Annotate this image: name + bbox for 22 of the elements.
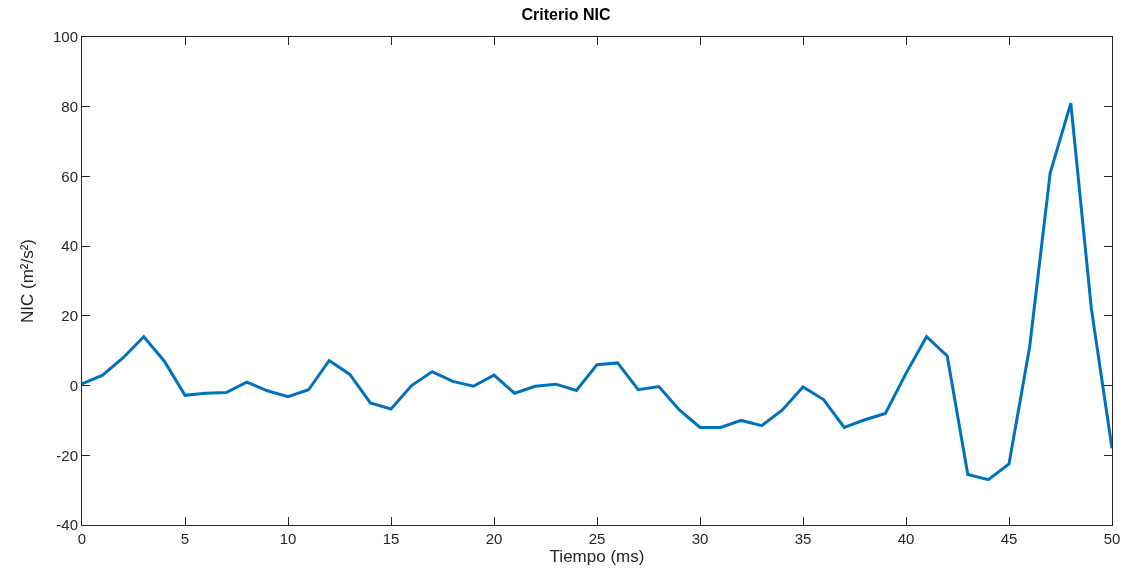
- y-tick-label: 40: [61, 237, 78, 255]
- x-tick-label: 45: [1000, 530, 1018, 547]
- x-tick-label: 15: [382, 530, 400, 547]
- x-tick-label: 40: [897, 530, 915, 547]
- y-tick-label: 0: [69, 376, 78, 394]
- y-tick-label: -20: [56, 446, 78, 464]
- x-axis-title: Tiempo (ms): [549, 547, 645, 567]
- x-tick-label: 50: [1103, 530, 1121, 547]
- line-series: [82, 101, 1112, 482]
- y-tick-label: 20: [61, 307, 78, 325]
- x-tick-label: 10: [279, 530, 297, 547]
- x-tick-label: 25: [588, 530, 606, 547]
- y-tick-label: 80: [61, 97, 78, 115]
- y-axis-title: NIC (m²/s²): [17, 238, 37, 324]
- y-tick-label: 60: [61, 167, 78, 185]
- x-tick-label: 20: [485, 530, 503, 547]
- x-tick-label: 30: [691, 530, 709, 547]
- x-tick-label: 5: [180, 530, 190, 547]
- chart-title: Criterio NIC: [521, 5, 611, 23]
- x-tick-label: 35: [794, 530, 812, 547]
- y-tick-label: -40: [56, 516, 78, 534]
- y-tick-label: 100: [52, 28, 78, 46]
